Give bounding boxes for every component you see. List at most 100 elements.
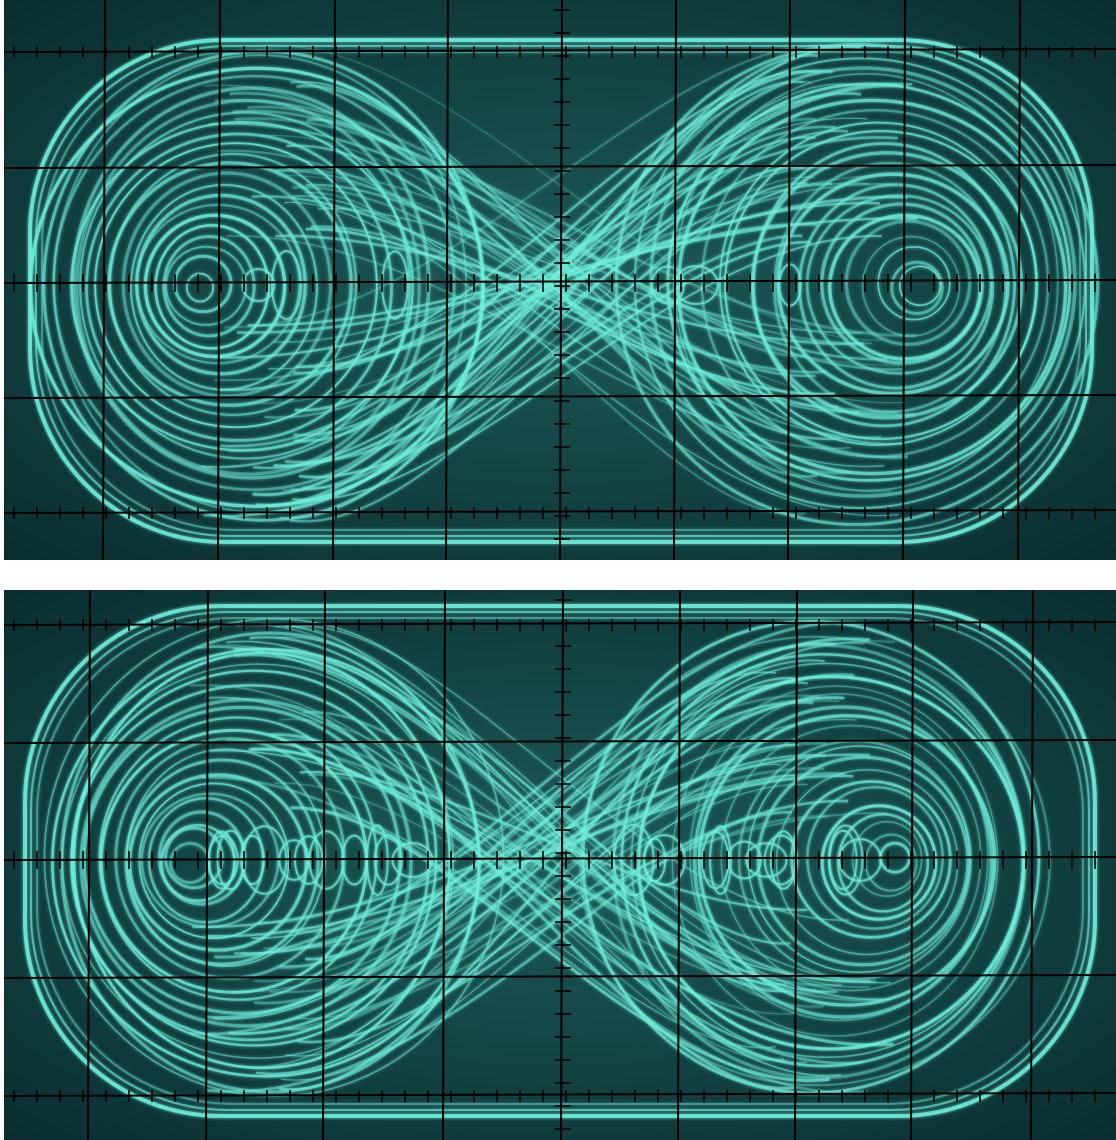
crossing-trace [290,806,830,1083]
graticule-line [677,590,681,1140]
loop-trace [135,193,307,376]
crossing-trace [273,166,805,467]
loop-trace [776,172,1010,396]
graticule-line [445,0,449,560]
loop-trace [805,194,993,375]
loop-trace [121,171,333,398]
crossing-trace [284,741,827,1031]
crossing-trace [269,812,888,994]
crossing-trace [214,98,807,358]
crossing-trace [226,235,851,450]
small-loop-trace [726,840,762,880]
crossing-trace [296,799,849,1044]
crossing-trace [292,195,885,468]
crossing-trace [190,673,855,1035]
crossing-trace [237,130,849,515]
small-loop-trace [241,267,276,303]
graticule-line [4,974,1116,979]
crossing-trace [283,201,900,517]
graticule-line [332,0,336,560]
small-loop-trace [270,250,302,320]
graticule-line [205,590,209,1140]
graticule [4,0,1116,560]
loop-trace [70,120,414,452]
crossing-trace [236,222,818,334]
graticule-line [560,590,564,1140]
crossing-trace [276,168,872,345]
crossing-trace [285,625,849,921]
crossing-trace [208,644,824,1008]
graticule-line [4,856,1116,861]
loop-trace [797,183,995,390]
loop-trace [752,142,1016,428]
loop-trace [851,820,923,897]
crossing-trace [226,640,839,993]
graticule-line [4,164,1116,169]
graticule-line [4,509,1116,514]
loop-trace [697,714,997,1007]
graticule-line [4,48,1116,53]
loop-trace [138,782,290,940]
loop-trace [718,121,1038,446]
loop-trace [890,260,944,315]
crossing-trace [289,182,808,523]
loop-trace [94,142,378,429]
crossing-trace [255,744,799,1075]
small-loop-trace [709,825,732,895]
graticule-line [4,739,1116,744]
crossing-trace [234,117,917,337]
loop-trace [107,161,353,407]
crossing-trace [257,694,820,924]
crossing-trace [203,182,832,518]
loop-trace [185,272,215,303]
loop-trace [692,705,994,1019]
crossing-trace [192,753,871,928]
loop-trace [844,219,972,346]
loop-trace [790,780,952,939]
crossing-trace [309,809,776,1049]
crossing-trace [304,191,806,515]
graticule-line [910,590,914,1140]
crossing-trace [293,136,898,375]
crossing-trace [269,733,797,1090]
graticule-line [217,0,221,560]
graticule-line [673,0,677,560]
crossing-trace [214,621,865,959]
loop-trace [162,235,256,338]
crossing-trace [201,776,867,1094]
graticule [4,590,1116,1140]
loop-trace [877,246,951,321]
crossing-trace [292,235,882,501]
crossing-trace [298,240,811,479]
graticule-line [4,1092,1116,1097]
graticule-line [559,0,563,560]
loop-trace [899,265,941,307]
crossing-trace [209,122,888,361]
loop-trace [756,755,970,967]
crossing-trace [304,637,871,961]
loop-trace [164,826,224,890]
crossing-trace [224,44,843,329]
crossing-trace [278,677,798,1091]
loop-trace [154,224,270,350]
crossing-trace [210,750,872,982]
loop-trace [820,202,984,365]
crossing-trace [254,699,840,982]
loop-trace [836,812,930,913]
top-photo [4,0,1116,560]
crossing-trace [234,754,826,955]
graticule-line [442,590,446,1140]
crossing-trace [285,764,782,1057]
traces [23,604,1097,1118]
loop-trace [79,111,411,460]
loop-trace [85,132,393,442]
small-loop-trace [745,842,788,878]
graticule-line [1030,590,1034,1140]
crossing-trace [226,739,842,987]
loop-trace [671,685,999,1037]
graticule-line [87,590,91,1140]
crossing-trace [219,70,819,392]
loop-trace [108,152,358,417]
